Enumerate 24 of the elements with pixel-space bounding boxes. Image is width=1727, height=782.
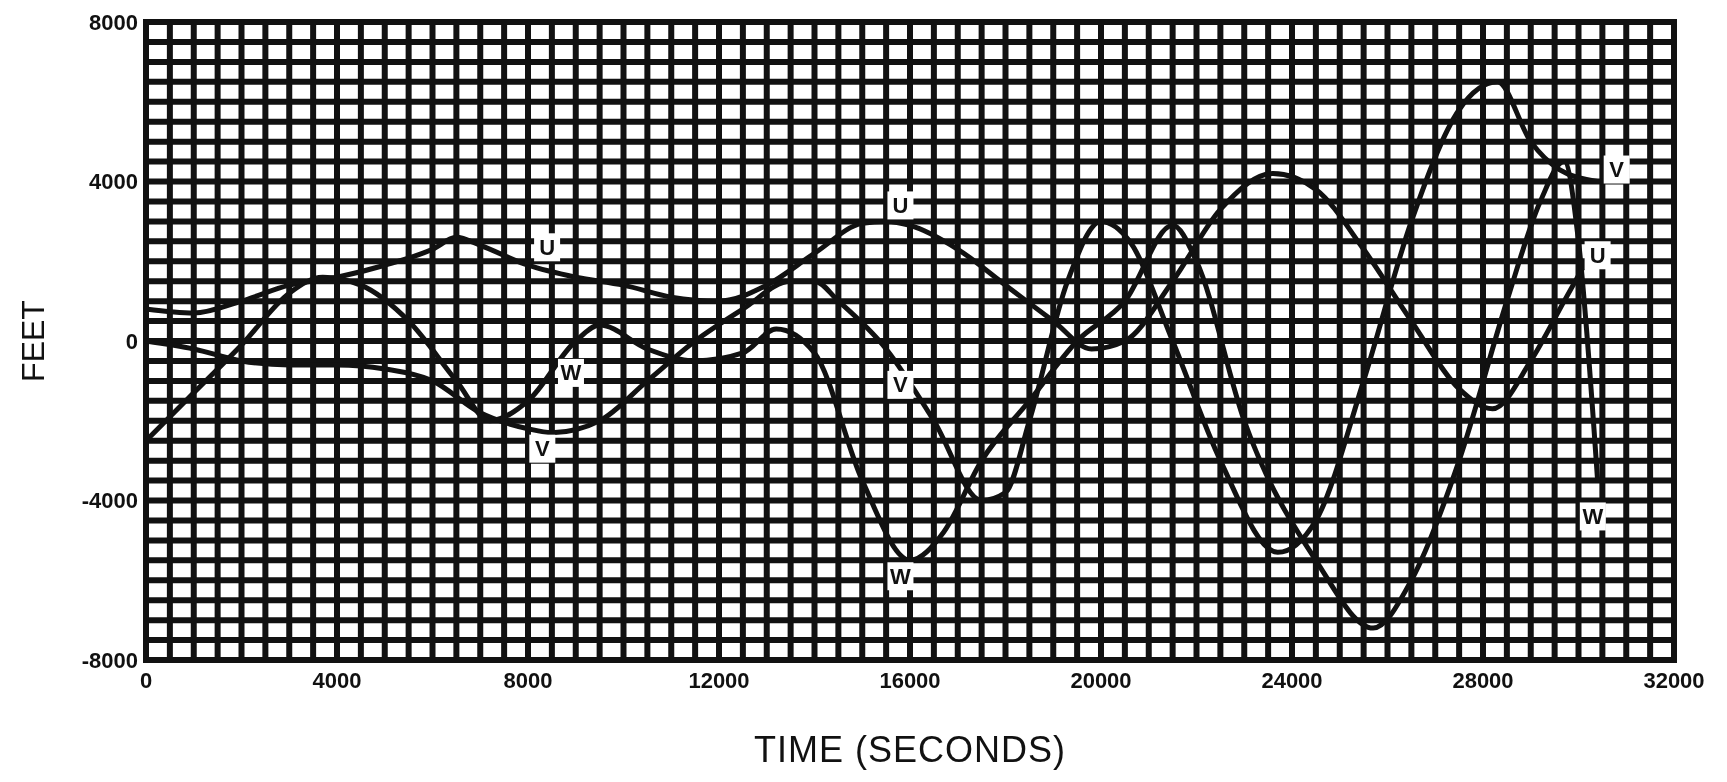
annotation: W	[890, 563, 912, 589]
y-tick-label: -4000	[81, 488, 138, 513]
x-tick-label: 4000	[312, 668, 362, 693]
annotation: V	[1609, 157, 1625, 183]
x-tick-label: 32000	[1643, 668, 1705, 693]
x-tick-label: 16000	[879, 668, 941, 693]
annotation: V	[893, 372, 909, 398]
annotation: W	[1582, 503, 1604, 529]
annotation: U	[1589, 242, 1606, 268]
y-tick-label: -8000	[81, 647, 138, 673]
y-tick-label: 4000	[89, 169, 138, 194]
x-axis-title: TIME (SECONDS)	[753, 729, 1067, 770]
y-tick-label: 0	[125, 328, 138, 354]
y-axis-title: FEET	[15, 300, 51, 382]
annotation: U	[892, 192, 909, 218]
x-tick-label: 12000	[688, 668, 750, 693]
x-tick-label: 8000	[503, 668, 553, 693]
x-tick-label: 24000	[1261, 668, 1323, 693]
annotation: U	[539, 234, 556, 260]
x-tick-label: 20000	[1070, 668, 1132, 693]
x-tick-label: 28000	[1452, 668, 1514, 693]
annotation: V	[534, 436, 550, 462]
annotation: W	[560, 360, 582, 386]
y-tick-label: 8000	[89, 9, 138, 35]
